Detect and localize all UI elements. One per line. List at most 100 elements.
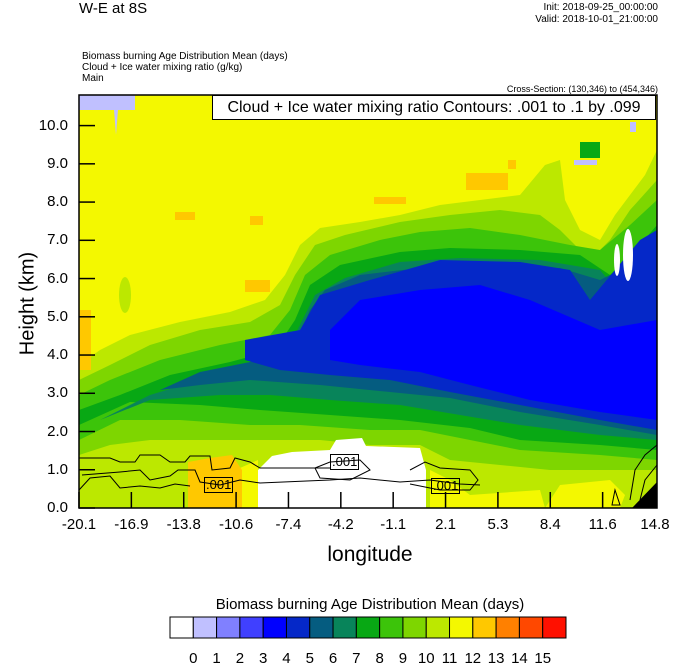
subtitle-field: Biomass burning Age Distribution Mean (d… <box>82 51 288 62</box>
lavender-patch <box>630 122 636 132</box>
orange-patch <box>508 160 516 169</box>
plot-title: W-E at 8S <box>79 0 148 17</box>
init-time: Init: 2018-09-25_00:00:00 <box>543 2 658 13</box>
colorbar <box>169 616 567 639</box>
lavender-patch <box>574 160 597 165</box>
orange-patch <box>466 173 508 190</box>
y-tick-label: 6.0 <box>47 269 68 287</box>
yellow-patch <box>240 460 258 508</box>
colorbar-swatch <box>495 616 520 639</box>
y-axis-label: Height (km) <box>16 251 39 356</box>
orange-patch <box>79 310 91 370</box>
contour-line <box>81 469 481 486</box>
axis-ticks <box>78 124 656 509</box>
x-tick-label: -7.4 <box>275 516 302 533</box>
y-tick-label: 7.0 <box>47 231 68 249</box>
colorbar-label: 1 <box>212 650 221 667</box>
white-spot <box>614 244 620 276</box>
colorbar-swatch <box>192 616 218 639</box>
colorbar-swatch <box>239 616 264 639</box>
colorbar-label: 10 <box>417 650 435 667</box>
contour-label: .001 <box>204 477 234 493</box>
colorbar-label: 8 <box>375 650 384 667</box>
x-tick-label: -20.1 <box>61 516 97 533</box>
filled-contours <box>79 95 657 508</box>
contour-line <box>409 461 479 491</box>
y-tick-label: 4.0 <box>47 346 68 364</box>
colorbar-swatch <box>472 616 497 639</box>
colorbar-swatch <box>262 616 287 639</box>
white-spot <box>623 229 633 281</box>
white-region <box>258 438 426 508</box>
y-tick-label: 1.0 <box>47 460 68 478</box>
valid-time: Valid: 2018-10-01_21:00:00 <box>535 14 658 25</box>
colorbar-label: 15 <box>534 650 552 667</box>
contour-line <box>79 475 191 491</box>
orange-patch <box>375 197 400 204</box>
colorbar-swatch <box>332 616 357 639</box>
colorbar-label: 13 <box>487 650 505 667</box>
y-tick-label: 2.0 <box>47 422 68 440</box>
colorbar-label: 3 <box>259 650 268 667</box>
x-tick-label: -16.9 <box>114 516 149 533</box>
x-tick-label: -10.6 <box>218 516 254 533</box>
y-tick-label: 5.0 <box>47 307 68 325</box>
colorbar-label: 11 <box>441 650 458 667</box>
colorbar-label: 9 <box>398 650 408 667</box>
subtitle-contour: Cloud + Ice water mixing ratio (g/kg) <box>82 62 243 73</box>
contour-line <box>629 444 657 501</box>
colorbar-swatch <box>216 616 241 639</box>
x-tick-label: 5.3 <box>487 516 509 533</box>
colorbar-swatch <box>309 616 334 639</box>
contour-title-box: Cloud + Ice water mixing ratio Contours:… <box>212 95 656 120</box>
contour-line <box>79 454 330 471</box>
colorbar-swatch <box>425 616 451 639</box>
line-contours <box>79 444 657 506</box>
colorbar-swatch <box>402 616 427 639</box>
colorbar-title: Biomass burning Age Distribution Mean (d… <box>215 596 525 613</box>
cross-section-label: Cross-Section: (130,346) to (454,346) <box>506 84 658 94</box>
colorbar-label: 6 <box>328 650 338 667</box>
green-patch <box>580 142 600 158</box>
colorbar-label: 2 <box>235 650 245 667</box>
yellow-patch <box>545 480 625 508</box>
colorbar-label: 0 <box>189 650 198 667</box>
colorbar-swatch <box>449 616 474 639</box>
x-tick-label: 11.6 <box>588 516 617 533</box>
colorbar-label: 12 <box>464 650 482 667</box>
y-tick-label: 3.0 <box>47 384 68 402</box>
colorbar-label: 7 <box>352 650 361 667</box>
lavender-patch <box>79 95 135 135</box>
band-10-11-spot <box>119 277 131 313</box>
yellow-patch <box>430 470 545 508</box>
contour-label: .001 <box>330 454 360 470</box>
x-axis-label: longitude <box>327 543 413 566</box>
x-tick-label: -13.8 <box>166 516 201 533</box>
colorbar-swatch <box>542 616 567 639</box>
contour-line <box>611 488 621 506</box>
band-3-4 <box>330 285 657 420</box>
colorbar-label: 5 <box>305 650 314 667</box>
y-tick-label: 10.0 <box>38 116 68 134</box>
colorbar-swatch <box>355 616 381 639</box>
subtitle-domain: Main <box>82 73 104 84</box>
x-tick-label: -4.2 <box>327 516 354 533</box>
colorbar-swatch <box>285 616 311 639</box>
colorbar-label: 14 <box>511 650 528 667</box>
y-tick-label: 8.0 <box>47 193 68 211</box>
x-tick-label: -1.1 <box>380 516 407 533</box>
x-tick-label: 14.8 <box>640 516 670 533</box>
orange-patch <box>175 212 195 220</box>
colorbar-swatch <box>379 616 404 639</box>
x-tick-label: 2.1 <box>435 516 456 533</box>
x-tick-label: 8.4 <box>539 516 561 533</box>
black-triangle <box>632 482 657 508</box>
orange-patch <box>245 280 270 292</box>
y-tick-label: 9.0 <box>47 154 68 172</box>
y-tick-label: 0.0 <box>47 499 68 516</box>
orange-patch <box>250 216 263 225</box>
colorbar-label: 4 <box>282 650 291 667</box>
colorbar-swatch <box>169 616 194 639</box>
contour-label: .001 <box>431 478 461 494</box>
